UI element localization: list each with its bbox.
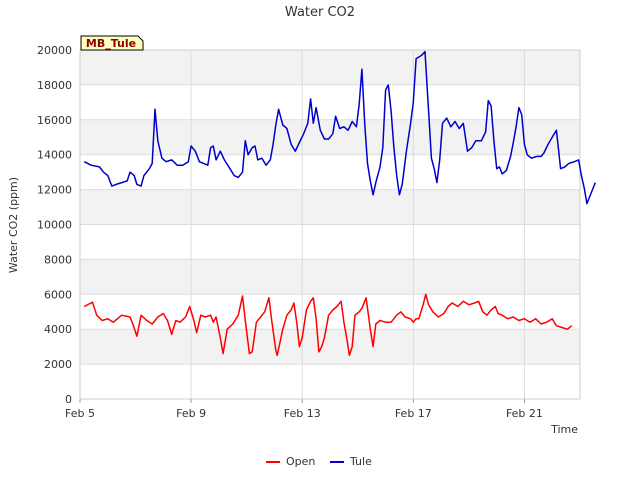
series-lines <box>83 50 596 357</box>
y-axis-label: Water CO2 (ppm) <box>7 177 20 273</box>
plot-band <box>80 364 580 399</box>
y-tick-label: 6000 <box>44 288 72 301</box>
y-tick-label: 10000 <box>37 219 72 232</box>
y-tick-label: 16000 <box>37 114 72 127</box>
legend: Open Tule <box>266 455 372 468</box>
y-axis-ticks: 0 2000 4000 6000 8000 10000 12000 14000 16000 180… <box>37 44 72 406</box>
plot-band <box>80 294 580 330</box>
y-tick-label: 2000 <box>44 358 72 371</box>
y-tick-label: 20000 <box>37 44 72 57</box>
plot-band <box>80 259 580 295</box>
site-label-text: MB_Tule <box>86 37 136 50</box>
x-tick-label: Feb 21 <box>506 407 543 420</box>
series-line-open <box>83 293 573 357</box>
y-tick-label: 12000 <box>37 184 72 197</box>
plot-bands <box>80 50 580 399</box>
plot-band <box>80 189 580 225</box>
y-tick-label: 4000 <box>44 323 72 336</box>
plot-band <box>80 50 580 85</box>
x-tick-label: Feb 17 <box>395 407 432 420</box>
plot-band <box>80 224 580 260</box>
plot-band <box>80 329 580 365</box>
x-tick-label: Feb 13 <box>284 407 321 420</box>
x-axis-ticks: Feb 5 Feb 9 Feb 13 Feb 17 Feb 21 <box>65 399 543 420</box>
y-tick-label: 0 <box>65 393 72 406</box>
legend-label-tule: Tule <box>349 455 372 468</box>
chart-title: Water CO2 <box>285 5 355 20</box>
plot-band <box>80 84 580 120</box>
y-tick-label: 18000 <box>37 79 72 92</box>
plot-border <box>79 49 581 400</box>
site-label-box <box>80 35 144 51</box>
y-tick-label: 8000 <box>44 253 72 266</box>
x-tick-label: Feb 5 <box>65 407 95 420</box>
legend-label-open: Open <box>286 455 315 468</box>
x-tick-label: Feb 9 <box>176 407 206 420</box>
y-tick-label: 14000 <box>37 149 72 162</box>
plot-band <box>80 154 580 190</box>
series-line-tule <box>83 50 596 205</box>
site-label-badge: MB_Tule <box>80 35 144 51</box>
x-axis-label: Time <box>550 423 578 436</box>
